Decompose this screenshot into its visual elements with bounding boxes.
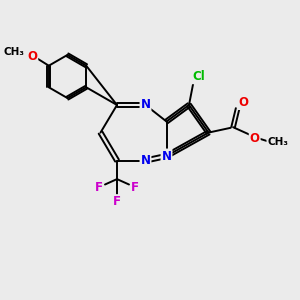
Text: CH₃: CH₃: [267, 136, 288, 147]
Text: F: F: [95, 181, 103, 194]
Text: CH₃: CH₃: [4, 47, 25, 57]
Text: O: O: [250, 132, 260, 145]
Text: F: F: [113, 195, 121, 208]
Text: Cl: Cl: [193, 70, 205, 83]
Text: O: O: [238, 96, 248, 109]
Text: N: N: [140, 98, 151, 112]
Text: N: N: [161, 149, 172, 163]
Text: N: N: [140, 154, 151, 167]
Text: O: O: [27, 50, 37, 63]
Text: F: F: [131, 181, 139, 194]
